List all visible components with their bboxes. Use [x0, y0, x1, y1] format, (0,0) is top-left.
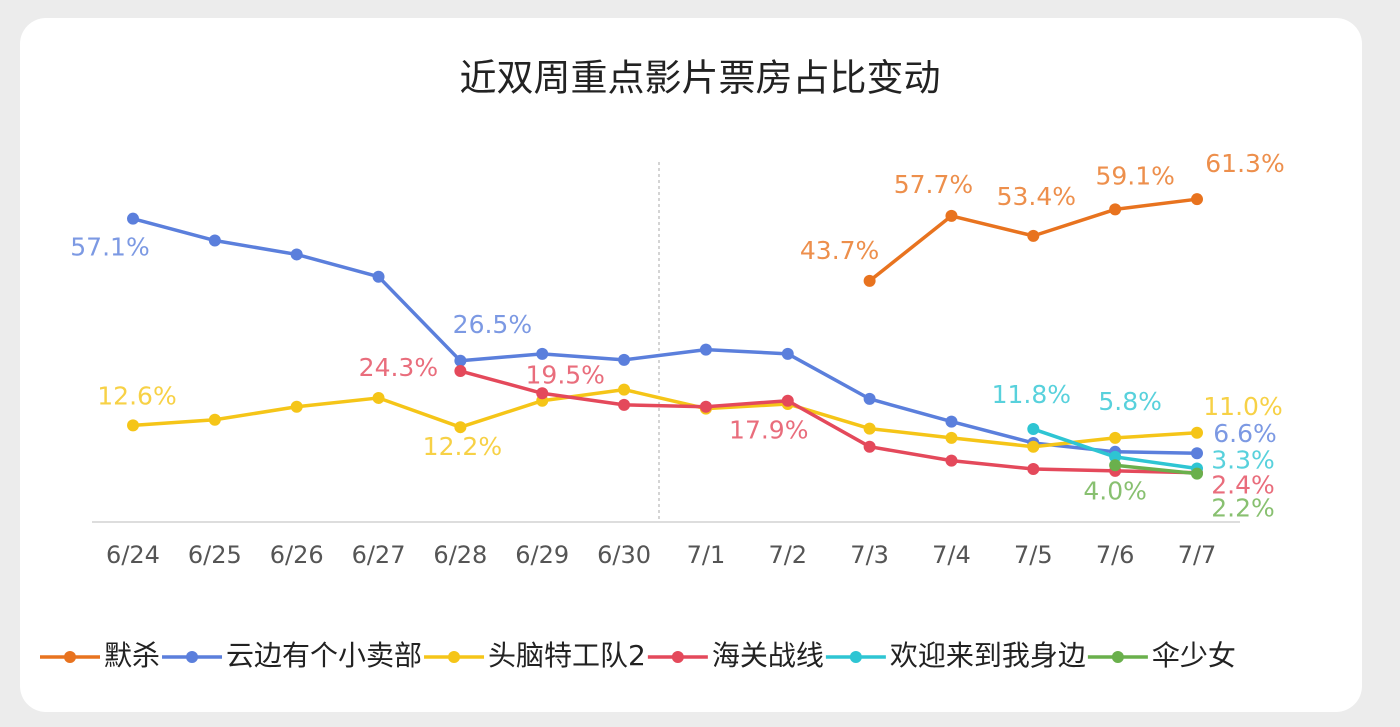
x-tick-label: 7/2 [768, 541, 807, 569]
value-label: 5.8% [1098, 387, 1162, 416]
legend-label: 头脑特工队2 [488, 639, 646, 672]
value-label: 2.4% [1211, 471, 1275, 500]
card [20, 18, 1362, 712]
point [536, 347, 549, 360]
value-label: 24.3% [359, 353, 438, 382]
point [208, 413, 221, 426]
point [454, 354, 467, 367]
value-label: 3.3% [1211, 446, 1275, 475]
point [1191, 447, 1203, 460]
point [1027, 462, 1040, 475]
point [781, 394, 794, 407]
point [699, 343, 712, 356]
point [1191, 467, 1203, 480]
x-tick-label: 6/29 [515, 541, 569, 569]
legend-marker-dot [448, 651, 461, 663]
value-label: 57.7% [894, 170, 973, 199]
point [1109, 459, 1122, 472]
x-tick-label: 6/26 [270, 541, 324, 569]
x-tick-label: 7/7 [1178, 541, 1217, 569]
series-line [132, 216, 1198, 455]
value-label: 59.1% [1095, 161, 1174, 190]
chart-title: 近双周重点影片票房占比变动 [460, 57, 941, 100]
point [618, 383, 631, 396]
point [863, 392, 876, 405]
value-label: 53.4% [997, 182, 1076, 211]
point [618, 398, 631, 411]
point [945, 454, 958, 467]
legend-label: 欢迎来到我身边 [890, 639, 1086, 672]
legend-marker-dot [671, 651, 684, 663]
point [1027, 423, 1040, 436]
point [1109, 450, 1122, 463]
point [945, 415, 958, 428]
value-label: 43.7% [800, 236, 879, 265]
x-tick-label: 7/3 [850, 541, 889, 569]
value-label: 61.3% [1205, 149, 1284, 178]
legend-marker-dot [1111, 651, 1124, 663]
point [863, 274, 876, 287]
legend-marker-dot [186, 651, 199, 663]
legend-label: 伞少女 [1152, 639, 1236, 672]
x-tick-label: 7/4 [932, 541, 971, 569]
legend-marker-dot [849, 651, 862, 663]
point [863, 422, 876, 435]
value-label: 4.0% [1083, 476, 1147, 505]
point [1191, 193, 1203, 206]
value-label: 11.8% [992, 380, 1071, 409]
point [127, 419, 139, 432]
x-tick-label: 7/1 [687, 541, 726, 569]
x-tick-label: 6/25 [188, 541, 242, 569]
series-line [132, 387, 1198, 449]
point [1109, 431, 1122, 444]
point [863, 440, 876, 453]
value-label: 19.5% [526, 360, 605, 389]
point [127, 212, 139, 225]
x-tick-label: 7/5 [1014, 541, 1053, 569]
point [618, 353, 631, 366]
point [208, 234, 221, 247]
point [454, 421, 467, 434]
series-line [1114, 463, 1198, 476]
legend-label: 云边有个小卖部 [226, 639, 422, 672]
value-label: 11.0% [1203, 392, 1282, 421]
point [945, 209, 958, 222]
x-tick-label: 6/27 [352, 541, 406, 569]
point [290, 248, 303, 261]
value-label: 57.1% [70, 233, 149, 262]
point [1027, 229, 1040, 242]
point [372, 270, 385, 283]
point [290, 400, 303, 413]
value-label: 26.5% [453, 310, 532, 339]
legend-marker-dot [64, 651, 76, 663]
value-label: 2.2% [1211, 494, 1275, 523]
point [372, 391, 385, 404]
point [1109, 203, 1122, 216]
point [945, 431, 958, 444]
point [454, 365, 467, 378]
value-label: 6.6% [1213, 419, 1277, 448]
point [1027, 440, 1040, 453]
point [1191, 426, 1203, 439]
legend-label: 默杀 [104, 639, 160, 672]
value-label: 12.6% [97, 381, 176, 410]
x-tick-label: 6/30 [597, 541, 651, 569]
legend-label: 海关战线 [712, 639, 824, 672]
point [699, 400, 712, 413]
x-tick-label: 7/6 [1096, 541, 1135, 569]
series-line [459, 369, 1198, 475]
point [781, 347, 794, 360]
value-label: 17.9% [729, 416, 808, 445]
value-label: 12.2% [423, 432, 502, 461]
point [536, 387, 549, 400]
x-tick-label: 6/24 [106, 541, 160, 569]
x-tick-label: 6/28 [433, 541, 487, 569]
